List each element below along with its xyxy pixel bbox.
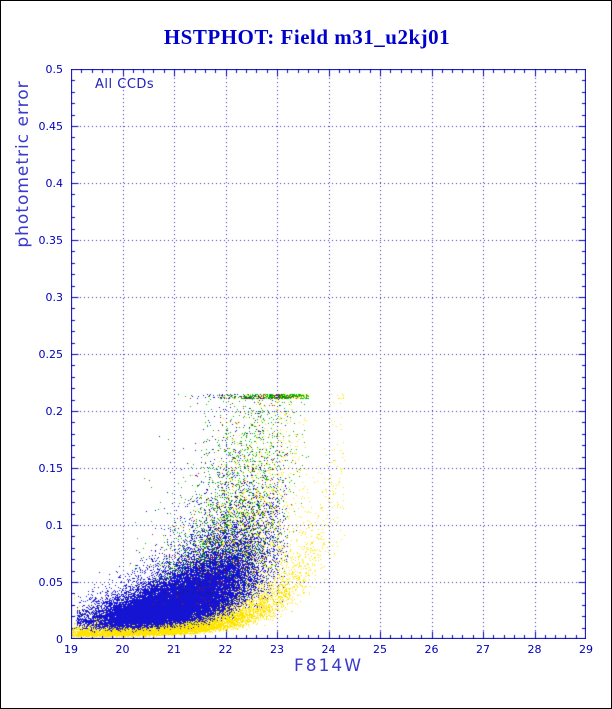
x-tick-label: 20 [115,643,130,656]
y-tick-label: 0.1 [45,519,64,532]
x-axis-title: F814W [293,656,364,676]
x-tick-label: 22 [218,643,233,656]
x-tick-label: 24 [321,643,336,656]
page-title: HSTPHOT: Field m31_u2kj01 [163,25,451,49]
x-tick-label: 23 [270,643,284,656]
x-tick-label: 27 [476,643,490,656]
x-tick-label: 29 [579,643,593,656]
y-tick-label: 0.4 [45,177,64,190]
ccd-annotation-label: All CCDs [95,77,155,92]
y-tick-label: 0.2 [45,405,64,418]
y-tick-label: 0.45 [38,120,64,133]
x-tick-label: 28 [527,643,542,656]
y-tick-label: 0.15 [38,462,64,475]
y-tick-label: 0 [56,633,63,646]
y-tick-label: 0.05 [38,576,64,589]
x-tick-label: 21 [167,643,181,656]
scatter-plot-canvas [71,69,586,639]
y-tick-label: 0.25 [38,348,64,361]
y-tick-label: 0.5 [45,63,64,76]
x-tick-label: 26 [424,643,439,656]
y-tick-label: 0.3 [45,291,64,304]
y-axis-title: photometric error [13,80,33,248]
x-tick-label: 25 [373,643,387,656]
y-tick-label: 0.35 [38,234,64,247]
x-tick-label: 19 [64,643,78,656]
